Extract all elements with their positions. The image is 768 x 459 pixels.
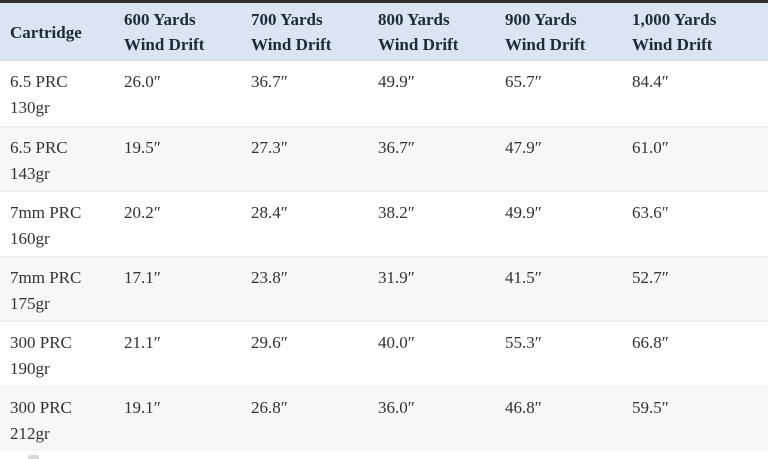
value-cell: 38.2″ <box>368 190 495 256</box>
header-label: Wind Drift <box>632 35 713 54</box>
cartridge-name: 6.5 PRC <box>10 137 68 157</box>
cartridge-grain: 190gr <box>10 358 50 378</box>
cartridge-name: 300 PRC <box>10 332 72 352</box>
value-cell: 19.5″ <box>114 125 241 191</box>
value-cell: 59.5″ <box>622 385 768 451</box>
header-label: 900 Yards <box>505 10 577 29</box>
value-cell: 49.9″ <box>495 190 622 256</box>
header-cell-900-yards: 900 Yards Wind Drift <box>495 1 622 61</box>
header-label: Wind Drift <box>505 35 586 54</box>
cartridge-cell: 7mm PRC 160gr <box>0 190 114 256</box>
table-row: 300 PRC 190gr 21.1″ 29.6″ 40.0″ 55.3″ 66.… <box>0 320 768 386</box>
header-row: Cartridge 600 Yards Wind Drift 700 Yards W… <box>0 1 768 61</box>
header-label: 1,000 Yards <box>632 10 717 29</box>
header-label: 800 Yards <box>378 10 450 29</box>
value-cell: 66.8″ <box>622 320 768 386</box>
cartridge-name: 300 PRC <box>10 397 72 417</box>
header-cell-600-yards: 600 Yards Wind Drift <box>114 1 241 61</box>
value-cell: 27.3″ <box>241 125 368 191</box>
header-label: 600 Yards <box>124 10 196 29</box>
value-cell: 61.0″ <box>622 125 768 191</box>
header-cell-cartridge: Cartridge <box>0 1 114 61</box>
cartridge-grain: 175gr <box>10 293 50 313</box>
clipped-next-row-fragment <box>28 455 39 459</box>
value-cell: 40.0″ <box>368 320 495 386</box>
header-cell-800-yards: 800 Yards Wind Drift <box>368 1 495 61</box>
header-label: Wind Drift <box>378 35 459 54</box>
value-cell: 36.7″ <box>368 125 495 191</box>
value-cell: 28.4″ <box>241 190 368 256</box>
value-cell: 52.7″ <box>622 255 768 321</box>
value-cell: 63.6″ <box>622 190 768 256</box>
header-label: 700 Yards <box>251 10 323 29</box>
cartridge-name: 7mm PRC <box>10 267 82 287</box>
cartridge-name: 6.5 PRC <box>10 72 68 91</box>
cartridge-cell: 300 PRC 190gr <box>0 320 114 386</box>
value-cell: 46.8″ <box>495 385 622 451</box>
table-row: 7mm PRC 175gr 17.1″ 23.8″ 31.9″ 41.5″ 52.… <box>0 255 768 321</box>
cartridge-cell: 6.5 PRC 130gr <box>0 61 114 126</box>
table-row: 6.5 PRC 130gr 26.0″ 36.7″ 49.9″ 65.7″ 84.… <box>0 61 768 126</box>
cartridge-grain: 212gr <box>10 423 50 443</box>
value-cell: 19.1″ <box>114 385 241 451</box>
cartridge-name: 7mm PRC <box>10 202 82 222</box>
value-cell: 41.5″ <box>495 255 622 321</box>
value-cell: 36.7″ <box>251 72 288 91</box>
header-cell-700-yards: 700 Yards Wind Drift <box>241 1 368 61</box>
value-cell: 26.0″ <box>124 72 161 91</box>
cartridge-cell: 6.5 PRC 143gr <box>0 125 114 191</box>
value-cell: 47.9″ <box>495 125 622 191</box>
table-body: 6.5 PRC 130gr 26.0″ 36.7″ 49.9″ 65.7″ 84.… <box>0 61 768 451</box>
value-cell: 31.9″ <box>368 255 495 321</box>
value-cell: 21.1″ <box>114 320 241 386</box>
header-label: Cartridge <box>10 22 82 42</box>
table-row: 300 PRC 212gr 19.1″ 26.8″ 36.0″ 46.8″ 59.… <box>0 385 768 451</box>
header-label: Wind Drift <box>124 35 205 54</box>
cartridge-grain: 160gr <box>10 228 50 248</box>
header-cell-1000-yards: 1,000 Yards Wind Drift <box>622 1 768 61</box>
value-cell: 84.4″ <box>632 72 669 91</box>
table-header: Cartridge 600 Yards Wind Drift 700 Yards W… <box>0 1 768 61</box>
cartridge-grain: 143gr <box>10 163 50 183</box>
value-cell: 55.3″ <box>495 320 622 386</box>
header-label: Wind Drift <box>251 35 332 54</box>
value-cell: 17.1″ <box>114 255 241 321</box>
cartridge-grain: 130gr <box>10 98 50 117</box>
table-row: 7mm PRC 160gr 20.2″ 28.4″ 38.2″ 49.9″ 63.… <box>0 190 768 256</box>
value-cell: 23.8″ <box>241 255 368 321</box>
value-cell: 49.9″ <box>378 72 415 91</box>
value-cell: 65.7″ <box>505 72 542 91</box>
value-cell: 29.6″ <box>241 320 368 386</box>
value-cell: 20.2″ <box>114 190 241 256</box>
cartridge-cell: 300 PRC 212gr <box>0 385 114 451</box>
value-cell: 26.8″ <box>241 385 368 451</box>
table-row: 6.5 PRC 143gr 19.5″ 27.3″ 36.7″ 47.9″ 61.… <box>0 125 768 191</box>
value-cell: 36.0″ <box>368 385 495 451</box>
cartridge-cell: 7mm PRC 175gr <box>0 255 114 321</box>
